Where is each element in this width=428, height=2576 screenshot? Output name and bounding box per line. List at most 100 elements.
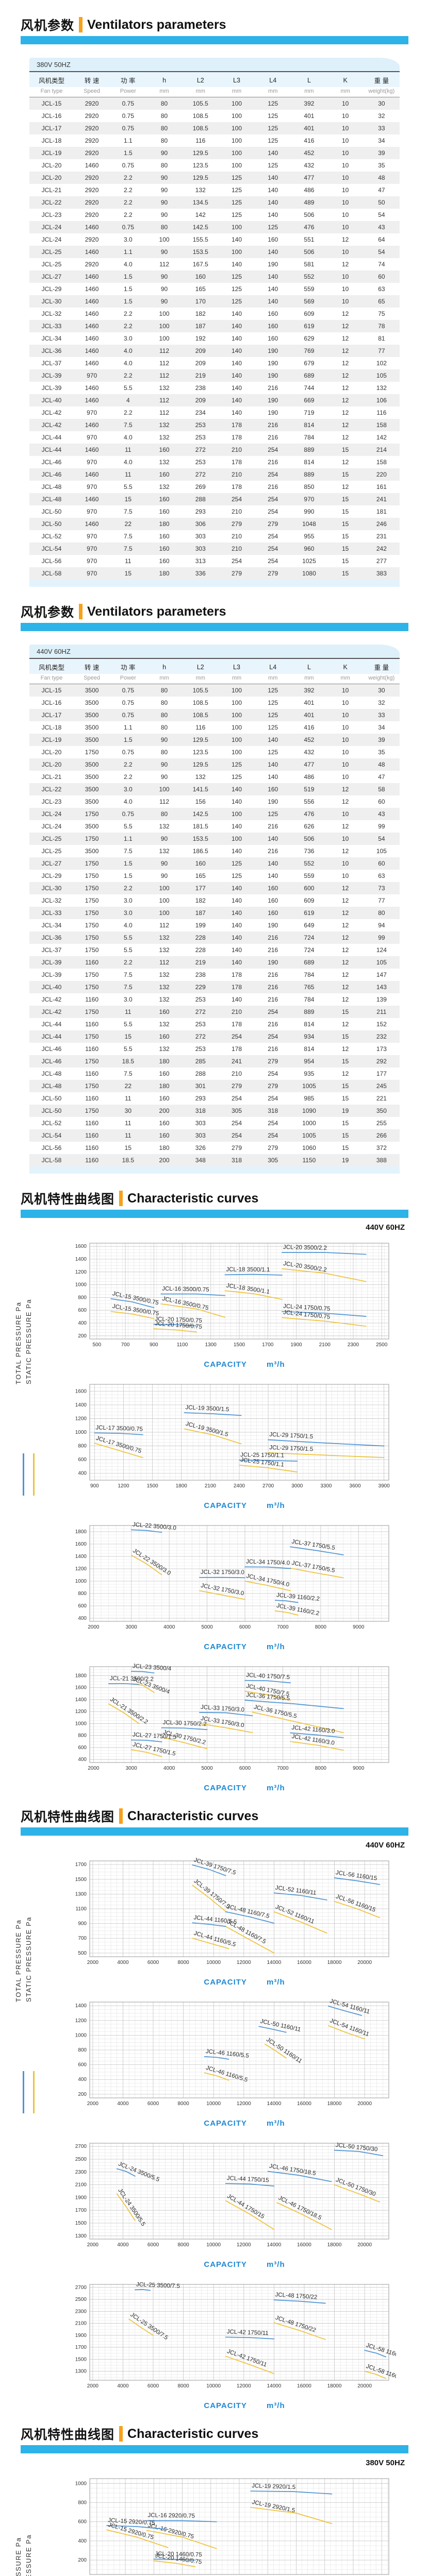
table-cell: 125 [268,125,278,132]
section-curves: 风机特性曲线图 Characteristic curves [21,1807,408,1836]
curve-label: JCL-17 3500/0.75 [95,1425,143,1432]
table-cell: 132 [159,934,170,941]
table-cell: JCL-40 [41,397,62,404]
curve-static [130,1749,162,1757]
table-cell: 39 [378,736,385,743]
column-header-cn: 重 量 [374,664,389,671]
table-row: JCL-36 1460 4.0 112 209 140 190 769 12 77 [29,345,400,357]
curve-label: JCL-42 1750/11 [227,2329,269,2336]
table-cell: 34 [378,724,385,731]
table-cell: 132 [159,1045,170,1053]
table-cell: 187 [195,909,206,917]
table-footer-band [29,1166,400,1174]
table-cell: 3500 [85,786,99,793]
table-cell: 336 [195,570,206,577]
table-cell: 232 [376,1033,387,1040]
y-tick-label: 2300 [75,2170,87,2175]
table-cell: 2.2 [123,773,133,781]
x-tick-label: 5000 [201,1766,213,1771]
characteristic-curve-chart: 400 600 800 1000 1200 1400 1600 1800 2000 3000 400… [75,1521,389,1630]
y-tick-label: 1700 [75,1862,87,1868]
curve-static [282,1317,367,1327]
table-cell: 140 [268,174,278,181]
curve-static [290,1741,344,1751]
table-cell: 165 [195,872,206,879]
table-cell: 10 [341,100,349,107]
table-cell: 12 [341,409,349,416]
blue-divider-bar [21,2445,408,2453]
table-cell: JCL-46 [41,1045,62,1053]
table-cell: 245 [376,1082,387,1090]
table-cell: 140 [231,384,242,392]
table-cell: 4.0 [123,922,133,929]
column-header-cn: h [162,663,167,671]
x-tick-label: 20000 [357,1960,372,1965]
capacity-axis-label: CAPACITY m³/h [61,2260,428,2269]
table-cell: 190 [268,372,278,379]
curve-total [244,1566,291,1569]
table-cell: 140 [268,285,278,293]
table-cell: JCL-44 [41,434,62,441]
table-cell: 216 [268,848,278,855]
table-cell: JCL-24 [41,823,62,830]
table-cell: 238 [195,971,206,978]
table-cell: 99 [378,823,385,830]
table-cell: 2920 [85,187,99,194]
y-tick-label: 1400 [75,1257,87,1262]
table-cell: JCL-22 [41,199,62,206]
table-cell: 254 [268,1070,278,1077]
x-tick-label: 5000 [201,1624,213,1630]
table-cell: 10 [341,699,349,706]
x-tick-label: 12000 [237,2383,251,2389]
table-cell: 3500 [85,724,99,731]
x-tick-label: 4000 [163,1624,175,1630]
chart-block: 200 400 600 800 1000 1200 1400 2000 4000 6000 8000… [61,1996,428,2128]
table-cell: 1750 [85,934,99,941]
table-cell: 108.5 [192,699,208,706]
x-tick-label: 8000 [177,2101,189,2107]
curve-static [224,1290,283,1300]
table-cell: 5.5 [123,1021,133,1028]
table-cell: 30 [124,1107,131,1114]
table-cell: 5.5 [123,384,133,392]
table-cell: 388 [376,1157,387,1164]
table-cell: 147 [376,971,387,978]
table-cell: 12 [341,885,349,892]
table-cell: JCL-40 [41,984,62,991]
x-tick-label: 1200 [118,1483,129,1489]
table-cell: 392 [304,687,315,694]
table-cell: 170 [195,298,206,305]
capacity-axis-label: CAPACITY m³/h [61,1501,428,1510]
table-cell: 116 [376,409,387,416]
table-cell: 160 [268,310,278,317]
x-tick-label: 900 [90,1483,99,1489]
table-cell: 90 [160,860,168,867]
voltage-tag: 380V 50HZ [366,2459,405,2467]
table-cell: JCL-33 [41,909,62,917]
table-cell: 125 [231,761,242,768]
y-tick-label: 400 [78,1616,87,1621]
table-cell: 477 [304,761,315,768]
capacity-unit: m³/h [266,1978,285,1987]
table-cell: 200 [159,1157,170,1164]
table-cell: 3500 [85,711,99,719]
curve-label: JCL-48 1750/22 [275,2292,317,2300]
x-tick-label: 6000 [147,2242,159,2248]
characteristic-curve-chart: 400 600 800 1000 1200 1400 1600 1800 2000 3000 400… [75,1663,389,1771]
total-pressure-label: TOTAL PRESSURE Pa [13,2534,24,2576]
table-cell: 241 [231,1058,242,1065]
x-tick-label: 14000 [267,2101,281,2107]
table-cell: 279 [231,570,242,577]
curves-section-body: TOTAL PRESSURE Pa STATIC PRESSURE Pa 500… [0,1850,428,2421]
table-cell: 5.5 [123,483,133,490]
table-cell: 12 [341,996,349,1003]
characteristic-curve-chart: 1300 1500 1700 1900 2100 2300 2500 2700 2000 4000… [75,2142,389,2248]
table-cell: JCL-21 [41,773,62,781]
table-cell: 65 [378,298,385,305]
table-cell: JCL-46 [41,459,62,466]
table-cell: 190 [268,360,278,367]
table-cell: 506 [304,211,315,218]
table-cell: 15 [341,446,349,453]
table-cell: 80 [160,699,168,706]
y-tick-label: 2500 [75,2297,87,2302]
